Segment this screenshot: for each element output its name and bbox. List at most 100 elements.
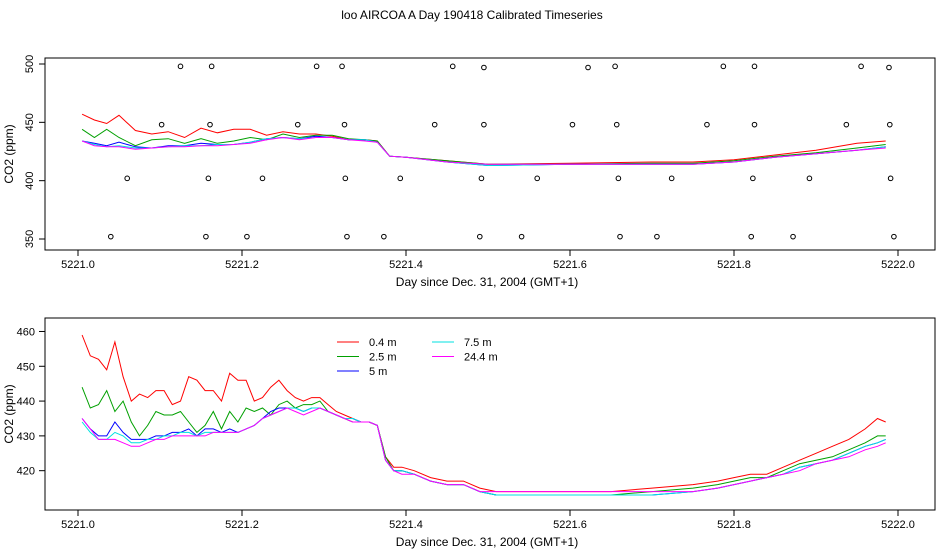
scatter-point	[720, 63, 727, 70]
x-tick-label: 5221.0	[61, 519, 95, 531]
scatter-point	[481, 64, 487, 71]
x-tick-label: 5221.8	[717, 259, 751, 271]
panel-top-series	[81, 113, 886, 167]
series-line-2-5-m	[81, 128, 886, 165]
scatter-point	[342, 175, 349, 182]
y-tick-label: 500	[24, 55, 36, 73]
x-tick-label: 5221.8	[717, 519, 751, 531]
scatter-point	[381, 233, 387, 240]
scatter-point	[806, 175, 813, 182]
scatter-point	[615, 175, 622, 182]
y-tick-label: 450	[24, 113, 36, 131]
scatter-point	[790, 233, 796, 240]
series-line-7-5-m	[81, 136, 886, 167]
series-line-0-4-m	[81, 334, 886, 493]
y-tick-label: 420	[17, 466, 35, 478]
x-tick-label: 5221.2	[225, 259, 259, 271]
scatter-point	[294, 121, 301, 128]
panel-top-ylabel: CO2 (ppm)	[2, 124, 16, 183]
x-tick-label: 5221.2	[225, 519, 259, 531]
scatter-point	[751, 121, 758, 128]
panel-top: 5221.0 5221.2 5221.4 5221.6 5221.8 5222.0 350…	[2, 55, 936, 289]
legend: 0.4 m 2.5 m 5 m 7.5 m 24.4 m	[337, 337, 498, 378]
y-tick-label: 430	[17, 431, 35, 443]
x-tick-label: 5222.0	[881, 259, 915, 271]
scatter-point	[668, 175, 675, 182]
panel-bottom-frame	[44, 317, 936, 511]
y-tick-label: 460	[17, 326, 35, 338]
scatter-point	[612, 63, 618, 70]
scatter-point	[124, 175, 130, 182]
scatter-point	[313, 63, 320, 70]
series-line-2-5-m	[81, 387, 886, 496]
scatter-point	[613, 121, 620, 128]
scatter-point	[843, 121, 850, 128]
scatter-point	[158, 121, 165, 128]
scatter-point	[569, 121, 576, 128]
scatter-point	[748, 233, 755, 240]
y-tick-label: 450	[17, 361, 35, 373]
scatter-point	[886, 64, 892, 71]
panel-bottom-y-ticks: 420 430 440 450 460	[17, 326, 45, 478]
scatter-point	[244, 233, 250, 240]
scatter-point	[704, 121, 710, 128]
legend-label: 2.5 m	[369, 352, 397, 364]
x-tick-label: 5221.6	[553, 519, 587, 531]
scatter-point	[887, 175, 894, 182]
scatter-point	[750, 175, 756, 182]
scatter-point	[208, 63, 215, 70]
series-line-24-4-m	[81, 136, 886, 165]
x-tick-label: 5221.4	[389, 259, 423, 271]
scatter-point	[207, 121, 213, 128]
x-tick-label: 5221.6	[553, 259, 587, 271]
scatter-point	[617, 233, 623, 240]
y-tick-label: 350	[24, 230, 36, 248]
panel-top-xlabel: Day since Dec. 31, 2004 (GMT+1)	[396, 275, 578, 289]
panel-top-x-ticks: 5221.0 5221.2 5221.4 5221.6 5221.8 5222.0	[61, 250, 915, 271]
scatter-point	[534, 175, 541, 182]
y-tick-label: 440	[17, 396, 35, 408]
scatter-point	[259, 175, 266, 182]
x-tick-label: 5222.0	[881, 519, 915, 531]
scatter-point	[518, 233, 525, 240]
legend-label: 24.4 m	[464, 352, 498, 364]
scatter-point	[858, 63, 864, 70]
scatter-point	[478, 175, 485, 182]
scatter-point	[481, 121, 487, 128]
series-line-24-4-m	[81, 407, 886, 493]
y-tick-label: 400	[24, 171, 36, 189]
scatter-point	[887, 121, 893, 128]
figure-title: loo AIRCOA A Day 190418 Calibrated Times…	[341, 8, 602, 22]
series-line-5-m	[82, 135, 886, 167]
scatter-point	[891, 233, 897, 240]
panel-bottom-xlabel: Day since Dec. 31, 2004 (GMT+1)	[396, 535, 578, 549]
legend-label: 7.5 m	[464, 337, 492, 349]
series-line-7-5-m	[81, 407, 886, 496]
scatter-point	[108, 233, 114, 240]
panel-top-y-ticks: 350 400 450 500	[24, 55, 45, 248]
panel-bottom: 5221.0 5221.2 5221.4 5221.6 5221.8 5222.0 420…	[2, 317, 936, 549]
x-tick-label: 5221.4	[389, 519, 423, 531]
legend-label: 5 m	[369, 366, 387, 378]
panel-top-markers	[108, 63, 897, 240]
panel-bottom-x-ticks: 5221.0 5221.2 5221.4 5221.6 5221.8 5222.0	[61, 510, 915, 531]
scatter-point	[585, 64, 591, 71]
panel-bottom-ylabel: CO2 (ppm)	[2, 384, 16, 443]
scatter-point	[341, 121, 348, 128]
scatter-point	[654, 233, 660, 240]
scatter-point	[339, 63, 345, 70]
panel-bottom-series	[81, 334, 886, 496]
scatter-point	[177, 63, 184, 70]
x-tick-label: 5221.0	[61, 259, 95, 271]
scatter-point	[431, 121, 438, 128]
scatter-point	[449, 63, 456, 70]
series-line-5-m	[81, 407, 886, 496]
panel-top-frame	[44, 57, 936, 251]
legend-label: 0.4 m	[369, 337, 397, 349]
scatter-point	[203, 233, 209, 240]
scatter-point	[397, 175, 404, 182]
scatter-point	[751, 63, 758, 70]
scatter-point	[477, 233, 483, 240]
scatter-point	[344, 233, 350, 240]
